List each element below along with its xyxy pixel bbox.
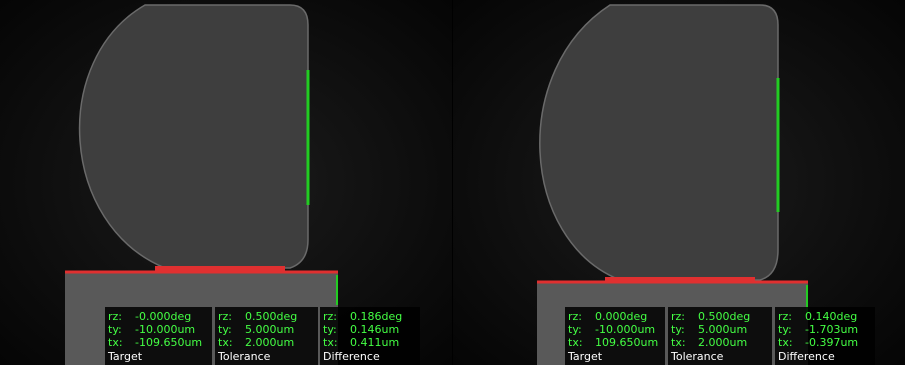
param-value: -1.703um (805, 323, 858, 336)
part-left (80, 5, 308, 268)
param-key: tx: (218, 336, 233, 349)
param-key: tx: (671, 336, 686, 349)
param-value: 0.000deg (595, 310, 647, 323)
param-value: -10.000um (595, 323, 655, 336)
param-value: -10.000um (135, 323, 195, 336)
group-title: Tolerance (670, 350, 724, 363)
param-value: 0.500deg (698, 310, 750, 323)
param-value: 109.650um (595, 336, 658, 349)
param-value: 5.000um (245, 323, 294, 336)
param-key: rz: (108, 310, 122, 323)
param-key: ty: (108, 323, 122, 336)
param-key: tx: (568, 336, 583, 349)
param-key: rz: (568, 310, 582, 323)
param-value: 5.000um (698, 323, 747, 336)
group-title: Difference (778, 350, 835, 363)
param-key: rz: (671, 310, 685, 323)
param-value: 2.000um (245, 336, 294, 349)
param-key: ty: (323, 323, 337, 336)
param-value: 0.186deg (350, 310, 402, 323)
param-value: 0.140deg (805, 310, 857, 323)
param-value: 0.146um (350, 323, 399, 336)
param-value: -0.397um (805, 336, 858, 349)
param-key: ty: (671, 323, 685, 336)
group-title: Difference (323, 350, 380, 363)
param-value: 0.411um (350, 336, 399, 349)
contact-left (155, 266, 285, 272)
contact-right (605, 277, 755, 282)
param-key: tx: (323, 336, 338, 349)
param-value: 0.500deg (245, 310, 297, 323)
group-title: Target (107, 350, 143, 363)
group-title: Tolerance (217, 350, 271, 363)
page: rz:-0.000degty:-10.000umtx:-109.650umTar… (0, 0, 905, 365)
param-key: rz: (323, 310, 337, 323)
param-value: -0.000deg (135, 310, 191, 323)
screenshot: rz:-0.000degty:-10.000umtx:-109.650umTar… (0, 0, 905, 365)
param-key: rz: (778, 310, 792, 323)
param-key: rz: (218, 310, 232, 323)
param-value: 2.000um (698, 336, 747, 349)
param-key: ty: (778, 323, 792, 336)
param-key: ty: (568, 323, 582, 336)
group-title: Target (567, 350, 603, 363)
param-value: -109.650um (135, 336, 202, 349)
param-key: tx: (778, 336, 793, 349)
param-key: tx: (108, 336, 123, 349)
param-key: ty: (218, 323, 232, 336)
part-right (540, 5, 778, 280)
